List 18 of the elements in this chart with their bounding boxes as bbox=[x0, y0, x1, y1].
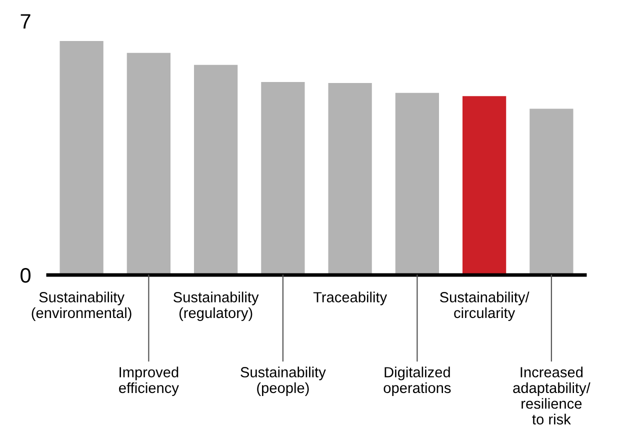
bar bbox=[194, 64, 238, 275]
x-tick-label: Sustainability (environmental) bbox=[32, 292, 132, 321]
bar bbox=[328, 83, 372, 275]
bar bbox=[530, 108, 574, 275]
x-tick-label: Improved efficiency bbox=[119, 366, 179, 396]
x-tick-label: Increased adaptability/ resilience to risk bbox=[513, 366, 590, 425]
bar bbox=[462, 96, 506, 275]
x-tick-label: Sustainability/ circularity bbox=[440, 292, 530, 321]
x-tick-label: Digitalized operations bbox=[384, 366, 451, 396]
bar bbox=[126, 52, 171, 275]
bar bbox=[395, 92, 440, 275]
y-tick-label: 0 bbox=[20, 268, 31, 283]
y-tick-label: 7 bbox=[20, 14, 30, 29]
x-tick-label: Traceability bbox=[313, 292, 388, 306]
bar bbox=[261, 82, 305, 275]
x-tick-label: Sustainability (regulatory) bbox=[174, 292, 259, 321]
x-tick-label: Sustainability (people) bbox=[240, 366, 326, 396]
bar bbox=[60, 40, 104, 275]
